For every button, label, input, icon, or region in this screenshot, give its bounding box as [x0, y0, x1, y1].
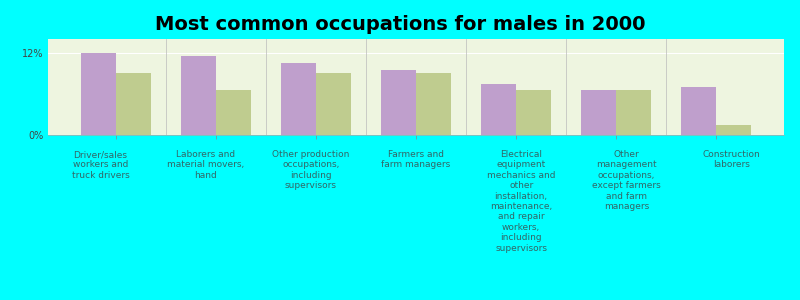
- Bar: [616, 90, 650, 135]
- Text: Other production
occupations,
including
supervisors: Other production occupations, including …: [272, 150, 350, 190]
- Bar: [481, 84, 516, 135]
- Bar: [182, 56, 216, 135]
- Bar: [216, 90, 251, 135]
- Text: Driver/sales
workers and
truck drivers: Driver/sales workers and truck drivers: [72, 150, 130, 180]
- Text: Laborers and
material movers,
hand: Laborers and material movers, hand: [167, 150, 244, 180]
- Text: Most common occupations for males in 2000: Most common occupations for males in 200…: [154, 15, 646, 34]
- Bar: [82, 53, 117, 135]
- Bar: [416, 73, 451, 135]
- Text: Electrical
equipment
mechanics and
other
installation,
maintenance,
and repair
w: Electrical equipment mechanics and other…: [487, 150, 555, 253]
- Bar: [381, 70, 416, 135]
- Bar: [681, 87, 715, 135]
- Bar: [117, 73, 151, 135]
- Text: Construction
laborers: Construction laborers: [702, 150, 760, 170]
- Bar: [316, 73, 351, 135]
- Bar: [516, 90, 551, 135]
- Text: Farmers and
farm managers: Farmers and farm managers: [382, 150, 450, 170]
- Bar: [581, 90, 616, 135]
- Bar: [281, 63, 316, 135]
- Bar: [715, 125, 750, 135]
- Text: Other
management
occupations,
except farmers
and farm
managers: Other management occupations, except far…: [592, 150, 661, 211]
